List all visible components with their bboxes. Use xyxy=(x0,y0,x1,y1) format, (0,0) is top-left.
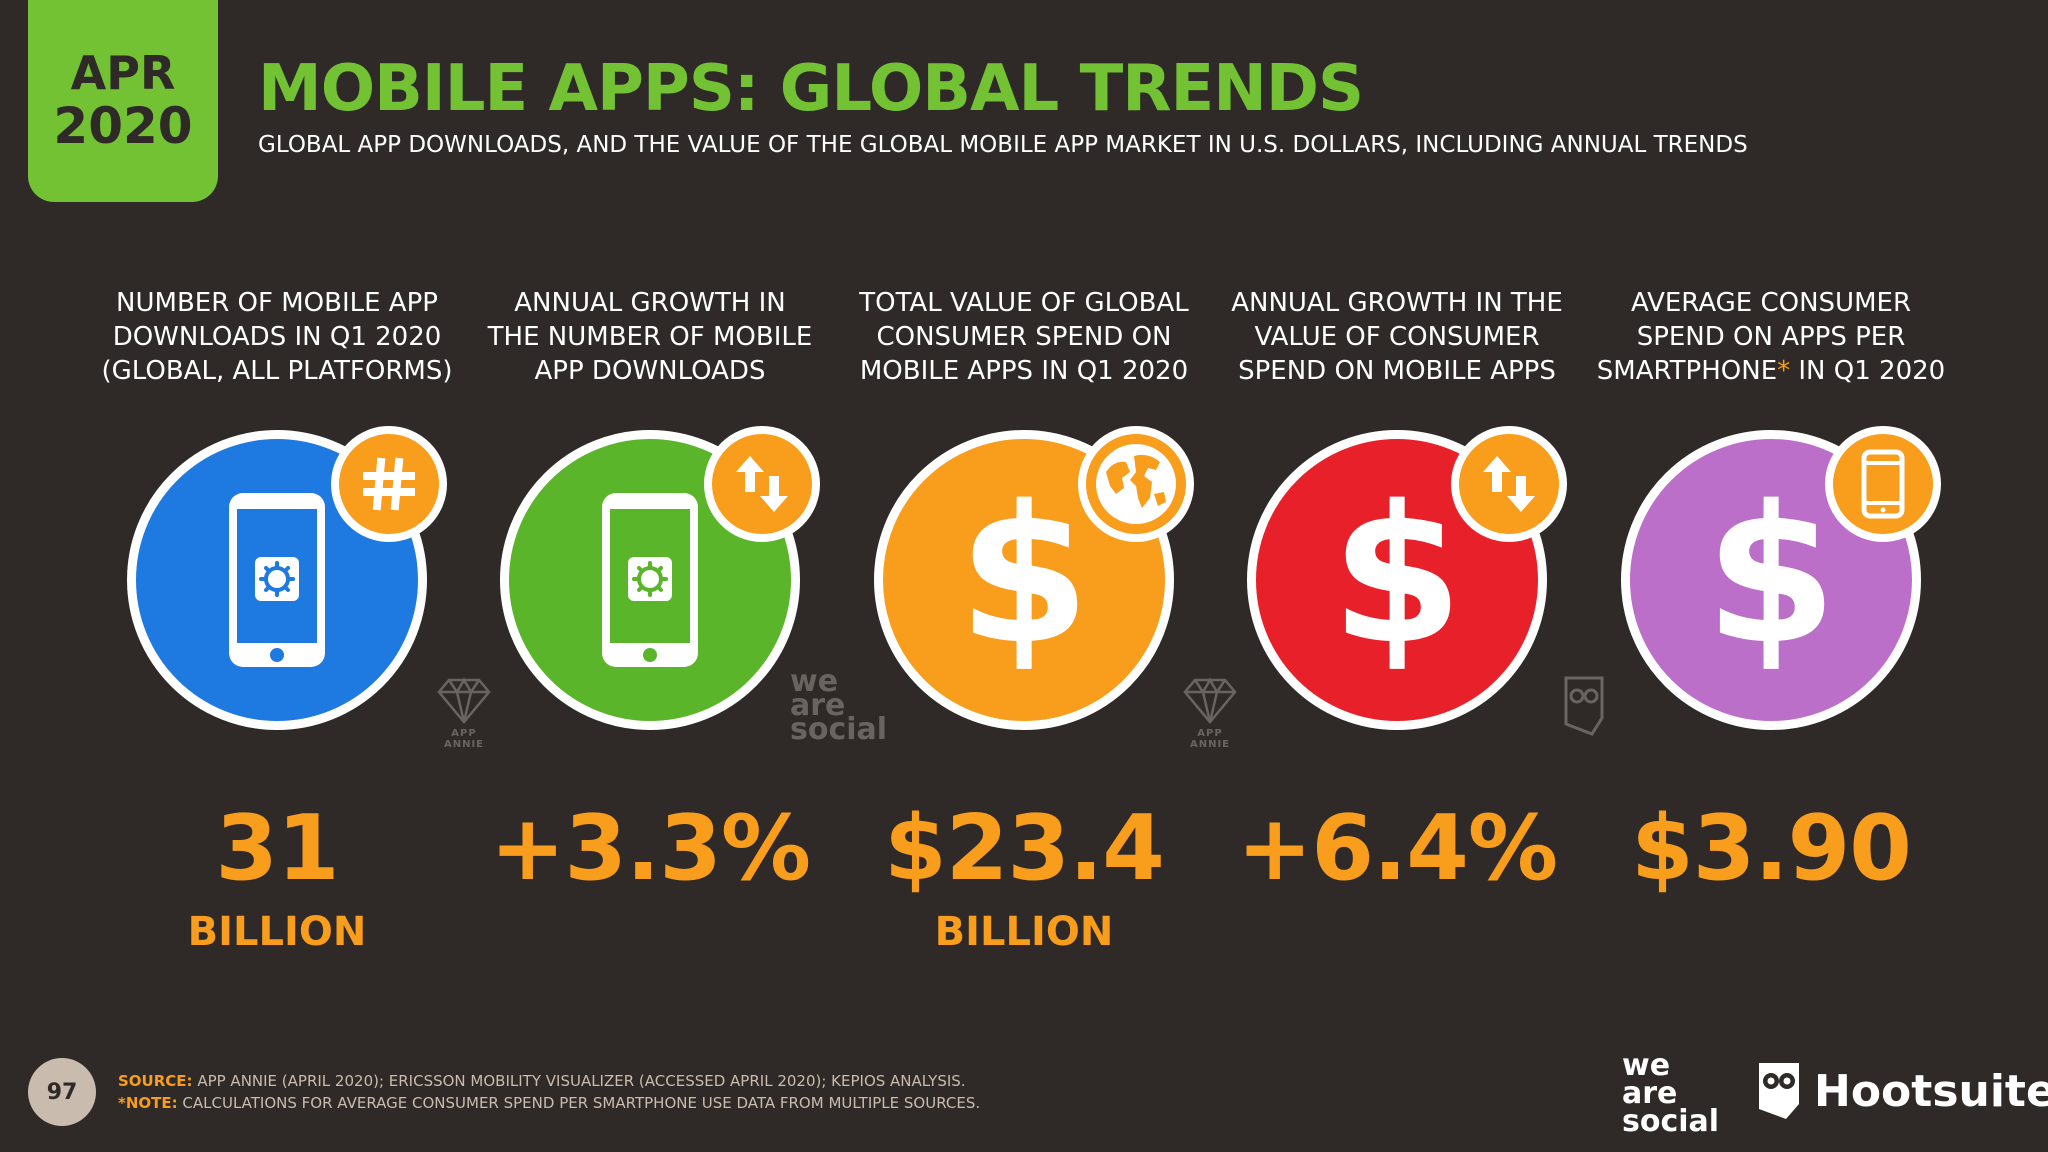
stat-label: AVERAGE CONSUMER SPEND ON APPS PER SMART… xyxy=(1596,288,1946,386)
source-note: SOURCE: APP ANNIE (APRIL 2020); ERICSSON… xyxy=(118,1072,981,1112)
stat-label: TOTAL VALUE OF GLOBAL CONSUMER SPEND ON … xyxy=(859,288,1189,386)
date-badge: APR 2020 xyxy=(28,0,218,202)
stat-icon-group: $ xyxy=(874,426,1194,730)
dollar-icon: $ xyxy=(957,465,1091,686)
globe-badge xyxy=(1078,426,1194,542)
we-are-social-logo: we are social xyxy=(1622,1048,1720,1139)
hootsuite-owl-watermark xyxy=(1562,674,1606,742)
hootsuite-logo: Hootsuite® xyxy=(1756,1058,2048,1124)
dollar-icon: $ xyxy=(1704,465,1838,686)
page-title: MOBILE APPS: GLOBAL TRENDS xyxy=(258,52,1364,126)
dollar-icon: $ xyxy=(1330,465,1464,686)
diamond-icon xyxy=(437,677,491,724)
stat-value: +6.4% xyxy=(1236,796,1558,901)
stat-download-growth: ANNUAL GROWTH IN THE NUMBER OF MOBILE AP… xyxy=(470,286,830,912)
stat-spend-growth: ANNUAL GROWTH IN THE VALUE OF CONSUMER S… xyxy=(1217,286,1577,912)
we-are-social-watermark: we are social xyxy=(790,664,888,747)
stat-circle xyxy=(500,430,800,730)
page-number: 97 xyxy=(28,1058,96,1126)
stat-label: ANNUAL GROWTH IN THE NUMBER OF MOBILE AP… xyxy=(487,288,813,386)
hash-badge xyxy=(331,426,447,542)
app-annie-watermark: APP ANNIE xyxy=(1178,676,1242,750)
stat-value: 31 xyxy=(215,796,339,901)
smartphone-icon xyxy=(1861,449,1905,519)
up-down-arrows-icon xyxy=(1483,456,1535,512)
hootsuite-wordmark: Hootsuite® xyxy=(1814,1065,2048,1117)
growth-badge xyxy=(1451,426,1567,542)
stat-icon-group xyxy=(127,426,447,730)
hash-icon xyxy=(363,457,415,511)
stat-value: $3.90 xyxy=(1631,796,1912,901)
phone-app-icon xyxy=(602,493,698,667)
stat-icon-group xyxy=(500,426,820,730)
stat-icon-group: $ xyxy=(1247,426,1567,730)
owl-icon xyxy=(1759,1063,1799,1119)
stat-label: ANNUAL GROWTH IN THE VALUE OF CONSUMER S… xyxy=(1231,288,1563,386)
stat-unit: BILLION xyxy=(934,909,1114,955)
stat-consumer-spend: TOTAL VALUE OF GLOBAL CONSUMER SPEND ON … xyxy=(844,286,1204,952)
app-annie-watermark: APP ANNIE xyxy=(432,676,496,750)
date-year: 2020 xyxy=(53,96,193,155)
diamond-icon xyxy=(1183,677,1237,724)
smartphone-badge xyxy=(1825,426,1941,542)
owl-icon xyxy=(1564,676,1604,736)
footnote-star: * xyxy=(1777,356,1791,386)
page-subtitle: GLOBAL APP DOWNLOADS, AND THE VALUE OF T… xyxy=(258,132,1748,158)
stat-value: $23.4 xyxy=(884,796,1165,901)
stat-value: +3.3% xyxy=(489,796,811,901)
up-down-arrows-icon xyxy=(736,456,788,512)
date-month: APR xyxy=(70,46,176,101)
stat-icon-group: $ xyxy=(1621,426,1941,730)
stat-unit: BILLION xyxy=(187,909,367,955)
growth-badge xyxy=(704,426,820,542)
stat-app-downloads: NUMBER OF MOBILE APP DOWNLOADS IN Q1 202… xyxy=(97,286,457,952)
stat-spend-per-smartphone: AVERAGE CONSUMER SPEND ON APPS PER SMART… xyxy=(1591,286,1951,912)
phone-app-icon xyxy=(229,493,325,667)
globe-icon xyxy=(1096,444,1176,524)
stat-label: NUMBER OF MOBILE APP DOWNLOADS IN Q1 202… xyxy=(101,288,453,386)
